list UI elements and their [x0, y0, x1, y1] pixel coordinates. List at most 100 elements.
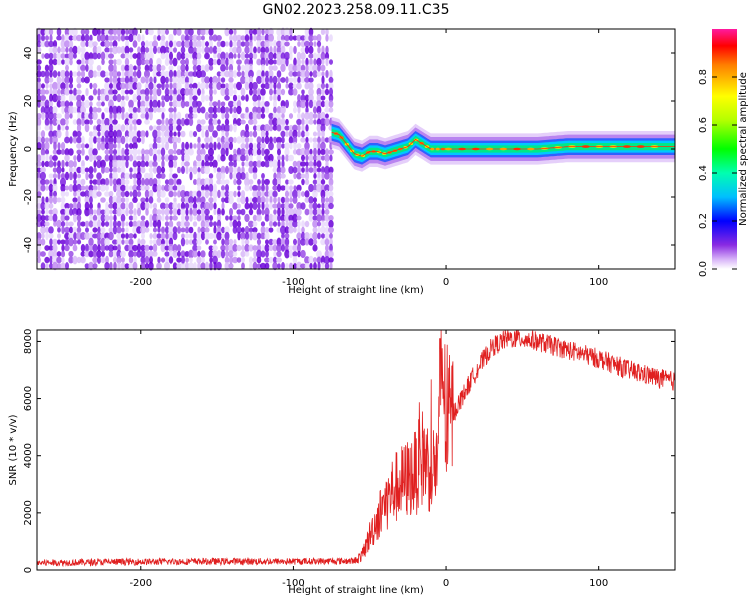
spectrogram-noise-cell — [148, 245, 154, 251]
colorbar-tick-label: 0.4 — [698, 165, 709, 181]
spectrogram-noise-cell — [145, 94, 149, 102]
spectrogram-noise-cell — [168, 118, 174, 126]
spectrogram-noise-cell — [216, 231, 222, 241]
spectrogram-noise-cell — [40, 154, 46, 162]
spectrogram-noise-cell — [241, 161, 245, 167]
spectrogram-noise-cell — [184, 161, 190, 167]
spectrogram-noise-cell — [277, 207, 281, 217]
spectrogram-noise-cell — [52, 238, 58, 246]
spectrogram-noise-cell — [232, 46, 238, 54]
spectrogram-noise-cell — [104, 237, 110, 247]
spectrogram-noise-cell — [313, 159, 317, 169]
spectrogram-noise-cell — [244, 63, 250, 73]
spectrogram-noise-cell — [301, 178, 305, 186]
spectrogram-noise-cell — [281, 262, 285, 270]
spectrogram-noise-cell — [244, 231, 250, 241]
spectrogram-noise-cell — [276, 250, 282, 258]
spectrogram-noise-cell — [305, 64, 309, 72]
spectrogram-noise-cell — [329, 238, 333, 246]
spectrogram-noise-cell — [101, 112, 105, 120]
spectrogram-noise-cell — [136, 171, 142, 181]
spectrogram-noise-cell — [48, 77, 54, 83]
spectrogram-noise-cell — [112, 202, 118, 210]
spectrogram-noise-cell — [48, 28, 54, 36]
spectrogram-noise-cell — [293, 57, 297, 67]
spectrogram-noise-cell — [276, 112, 282, 120]
spectrogram-noise-cell — [113, 143, 117, 149]
spectrogram-noise-cell — [152, 99, 158, 109]
spectrogram-noise-cell — [176, 100, 182, 108]
spectrogram-noise-cell — [92, 250, 98, 258]
spectrogram-noise-cell — [172, 250, 178, 258]
spectrogram-noise-cell — [128, 201, 134, 211]
spectrogram-noise-cell — [141, 153, 145, 163]
spectrogram-noise-cell — [308, 27, 314, 37]
spectrogram-noise-cell — [316, 250, 322, 258]
spectrogram-noise-cell — [157, 129, 161, 139]
spectrogram-noise-cell — [317, 63, 321, 73]
spectrogram-noise-cell — [276, 136, 282, 144]
spectrogram-noise-cell — [265, 196, 269, 204]
spectrogram-noise-cell — [216, 171, 222, 181]
spectrogram-noise-cell — [100, 41, 106, 47]
spectrogram-noise-cell — [293, 45, 297, 55]
spectrogram-noise-cell — [201, 184, 205, 192]
spectrogram-noise-cell — [96, 178, 102, 186]
spectrogram-noise-cell — [293, 227, 297, 233]
spectrogram-noise-cell — [280, 27, 286, 37]
spectrogram-noise-cell — [197, 262, 201, 270]
spectrogram-noise-cell — [272, 190, 278, 198]
spectrogram-noise-cell — [133, 65, 137, 71]
spectrogram-noise-cell — [292, 88, 298, 96]
spectrogram-noise-cell — [125, 184, 129, 192]
spectrogram-noise-cell — [300, 137, 306, 143]
spectrogram-noise-cell — [276, 34, 282, 42]
spectrogram-noise-cell — [220, 40, 226, 48]
spectrogram-noise-cell — [36, 59, 42, 65]
spectrogram-noise-cell — [297, 41, 301, 47]
spectrogram-noise-cell — [257, 203, 261, 209]
spectrogram-noise-cell — [108, 195, 114, 205]
spectrogram-noise-cell — [240, 95, 246, 101]
spectrogram-noise-cell — [105, 51, 109, 61]
spectrogram-noise-cell — [325, 113, 329, 119]
spectrogram-noise-cell — [204, 46, 210, 54]
spectrogram-noise-cell — [48, 173, 54, 179]
spectrogram-noise-cell — [264, 148, 270, 156]
spectrogram-noise-cell — [157, 99, 161, 109]
spectrogram-noise-cell — [244, 69, 250, 79]
spectrogram-noise-cell — [284, 142, 290, 150]
spectrogram-noise-cell — [213, 239, 217, 245]
spectrogram-noise-cell — [316, 93, 322, 103]
spectrogram-noise-cell — [280, 100, 286, 108]
spectrogram-noise-cell — [228, 69, 234, 79]
spectrogram-noise-cell — [60, 208, 66, 216]
spectrogram-noise-cell — [188, 239, 194, 245]
snr-x-tick-label: -100 — [282, 578, 305, 589]
spectrogram-noise-cell — [320, 51, 326, 61]
spectrogram-noise-cell — [132, 27, 138, 37]
spectrogram-noise-cell — [313, 173, 317, 179]
spectrogram-noise-cell — [269, 88, 273, 96]
spectrogram-noise-cell — [236, 226, 242, 234]
spectrogram-noise-cell — [296, 118, 302, 126]
spectrogram-noise-cell — [172, 136, 178, 144]
spectrogram-noise-cell — [217, 119, 221, 125]
spectrogram-noise-cell — [120, 77, 126, 83]
spectrogram-noise-cell — [284, 196, 290, 204]
spectrogram-noise-cell — [272, 112, 278, 120]
spectrogram-noise-cell — [320, 238, 326, 246]
spectrogram-noise-cell — [205, 142, 209, 150]
spectrogram-noise-cell — [213, 53, 217, 59]
spectrogram-noise-cell — [268, 112, 274, 120]
spectrogram-noise-cell — [284, 244, 290, 252]
spectrogram-noise-cell — [49, 93, 53, 103]
spectrogram-noise-cell — [52, 261, 58, 271]
spectrogram-noise-cell — [156, 209, 162, 215]
spectrogram-noise-cell — [248, 81, 254, 91]
spectrogram-noise-cell — [41, 53, 45, 59]
snr-x-tick-label: -200 — [129, 578, 152, 589]
spectrogram-noise-cell — [40, 89, 46, 95]
spectrogram-noise-cell — [61, 77, 65, 83]
spectrogram-noise-cell — [125, 207, 129, 217]
